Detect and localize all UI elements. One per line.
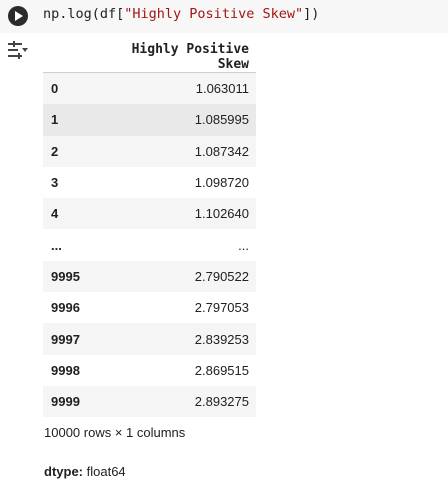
row-value: 1.085995	[99, 104, 256, 136]
dtype-value: float64	[86, 464, 126, 479]
column-header: Highly Positive Skew	[99, 41, 256, 73]
table-row: 9995 2.790522	[43, 260, 256, 293]
code-string: "Highly Positive Skew"	[124, 6, 304, 22]
row-value: 1.063011	[99, 72, 256, 105]
dataframe-shape: 10000 rows × 1 columns	[44, 425, 186, 440]
table-row: 3 1.098720	[43, 166, 256, 199]
row-value: 1.102640	[99, 198, 256, 230]
code-cell[interactable]: np.log(df["Highly Positive Skew"])	[0, 0, 448, 33]
row-value: 2.893275	[99, 385, 256, 418]
table-row: 9997 2.839253	[43, 323, 256, 355]
row-index: 0	[43, 72, 99, 105]
row-value: 2.790522	[99, 260, 256, 293]
row-value: ...	[99, 229, 256, 261]
table-row: 1 1.085995	[43, 104, 256, 136]
table-row: 9998 2.869515	[43, 354, 256, 386]
index-header	[43, 41, 99, 73]
play-icon	[15, 11, 23, 21]
code-editor-line[interactable]: np.log(df["Highly Positive Skew"])	[43, 5, 319, 23]
table-row: 9999 2.893275	[43, 385, 256, 418]
code-close: ])	[303, 6, 320, 22]
row-index: 9996	[43, 292, 99, 324]
dataframe-table: Highly Positive Skew 0 1.063011 1 1.0859…	[43, 41, 256, 418]
row-value: 2.869515	[99, 354, 256, 386]
row-index: 1	[43, 104, 99, 136]
row-value: 2.839253	[99, 323, 256, 355]
table-row: 2 1.087342	[43, 135, 256, 167]
row-index: ...	[43, 229, 99, 261]
table-row: 0 1.063011	[43, 72, 256, 105]
row-index: 3	[43, 166, 99, 199]
row-index: 9997	[43, 323, 99, 355]
row-value: 1.098720	[99, 166, 256, 199]
dtype-line: dtype: float64	[44, 464, 126, 479]
table-header-row: Highly Positive Skew	[43, 41, 256, 73]
table-row: ... ...	[43, 229, 256, 261]
row-index: 2	[43, 135, 99, 167]
run-cell-button[interactable]	[8, 6, 28, 26]
row-value: 2.797053	[99, 292, 256, 324]
row-index: 9999	[43, 385, 99, 418]
table-row: 4 1.102640	[43, 198, 256, 230]
output-actions-icon[interactable]	[7, 40, 29, 60]
table-row: 9996 2.797053	[43, 292, 256, 324]
row-index: 9995	[43, 260, 99, 293]
code-func: np.log(df[	[43, 6, 125, 22]
dtype-label: dtype:	[44, 464, 83, 479]
row-value: 1.087342	[99, 135, 256, 167]
row-index: 4	[43, 198, 99, 230]
row-index: 9998	[43, 354, 99, 386]
